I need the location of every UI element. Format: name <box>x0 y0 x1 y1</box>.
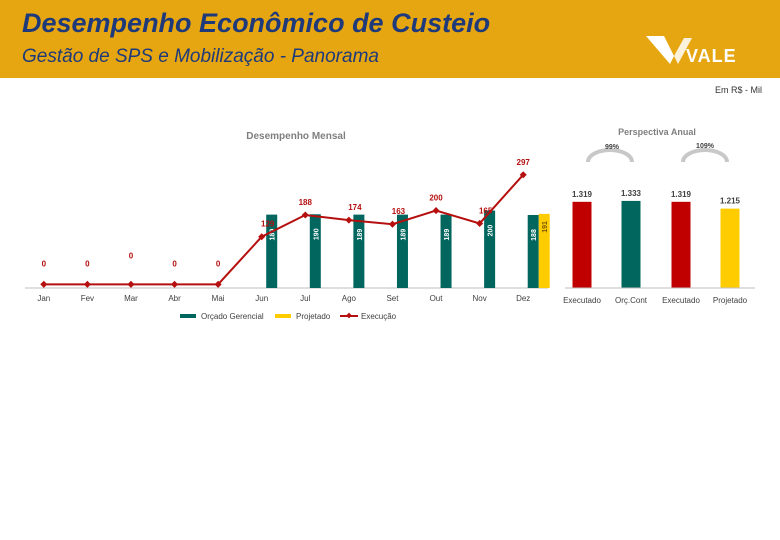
execucao-label: 200 <box>429 194 443 203</box>
page-title: Desempenho Econômico de Custeio <box>22 8 490 39</box>
execucao-label: 174 <box>348 203 362 212</box>
bar-orcado-label: 189 <box>400 229 407 241</box>
x-tick-label: Out <box>430 294 444 303</box>
execucao-point <box>127 281 134 288</box>
chart-perspectiva-anual: Perspectiva Anual 99% 109% 1.319 Executado 1.… <box>555 110 765 310</box>
execucao-point <box>40 281 47 288</box>
execucao-label: 129 <box>261 220 275 229</box>
execucao-label: 163 <box>392 207 406 216</box>
execucao-label: 0 <box>172 259 177 268</box>
bar-orcado <box>310 214 321 288</box>
bar-orcado-label: 188 <box>531 229 538 241</box>
execucao-label: 0 <box>129 251 134 260</box>
execucao-label: 0 <box>85 259 90 268</box>
execucao-point <box>302 211 309 218</box>
bar-orcado <box>353 215 364 288</box>
bar-anual <box>622 201 641 288</box>
x-tick-label: Projetado <box>713 296 748 305</box>
legend-marker <box>346 313 352 319</box>
x-tick-label: Orç.Cont <box>615 296 648 305</box>
bar-anual <box>721 209 740 288</box>
gauge-label: 109% <box>696 143 715 150</box>
bar-orcado <box>397 215 408 288</box>
legend-swatch <box>180 314 196 318</box>
x-tick-label: Mai <box>212 294 225 303</box>
x-tick-label: Nov <box>473 294 487 303</box>
legend-label: Projetado <box>296 312 331 321</box>
header-banner: Desempenho Econômico de Custeio Gestão d… <box>0 0 780 78</box>
x-tick-label: Ago <box>342 294 357 303</box>
bar-orcado <box>441 215 452 288</box>
bar-orcado-label: 189 <box>357 229 364 241</box>
execucao-point <box>84 281 91 288</box>
bar-anual <box>573 202 592 288</box>
execucao-point <box>171 281 178 288</box>
execucao-label: 188 <box>299 198 313 207</box>
bar-anual-label: 1.319 <box>671 190 692 199</box>
bar-orcado-label: 200 <box>488 225 495 237</box>
x-tick-label: Mar <box>124 294 138 303</box>
chart-title: Perspectiva Anual <box>618 127 696 137</box>
execucao-label: 0 <box>42 259 47 268</box>
execucao-point <box>433 207 440 214</box>
gauge-arc <box>588 150 632 162</box>
x-tick-label: Abr <box>168 294 181 303</box>
chart-title: Desempenho Mensal <box>246 131 346 142</box>
bar-anual <box>672 202 691 288</box>
x-tick-label: Set <box>386 294 399 303</box>
execucao-label: 297 <box>517 158 531 167</box>
unit-label: Em R$ - Mil <box>715 85 762 95</box>
bar-anual-label: 1.215 <box>720 197 741 206</box>
bar-orcado-label: 189 <box>444 229 451 241</box>
legend-label: Execução <box>361 312 397 321</box>
x-tick-label: Jan <box>37 294 50 303</box>
x-tick-label: Executado <box>662 296 700 305</box>
vale-logo-text: VALE <box>686 46 737 67</box>
x-tick-label: Jul <box>300 294 310 303</box>
bar-orcado <box>484 211 495 288</box>
gauge-label: 99% <box>605 144 620 151</box>
bar-projetado-label: 191 <box>542 221 549 233</box>
execucao-label: 0 <box>216 259 221 268</box>
x-tick-label: Executado <box>563 296 601 305</box>
execucao-label: 165 <box>479 206 493 215</box>
page-subtitle: Gestão de SPS e Mobilização - Panorama <box>22 46 379 68</box>
bar-orcado-label: 190 <box>313 228 320 240</box>
bar-anual-label: 1.319 <box>572 190 593 199</box>
legend-label: Orçado Gerencial <box>201 312 264 321</box>
x-tick-label: Fev <box>81 294 94 303</box>
gauge-arc <box>683 150 727 162</box>
bar-anual-label: 1.333 <box>621 189 642 198</box>
execucao-point <box>345 217 352 224</box>
x-tick-label: Dez <box>516 294 530 303</box>
x-tick-label: Jun <box>255 294 268 303</box>
bar-orcado <box>528 215 539 288</box>
execucao-point <box>389 221 396 228</box>
legend-swatch <box>275 314 291 318</box>
